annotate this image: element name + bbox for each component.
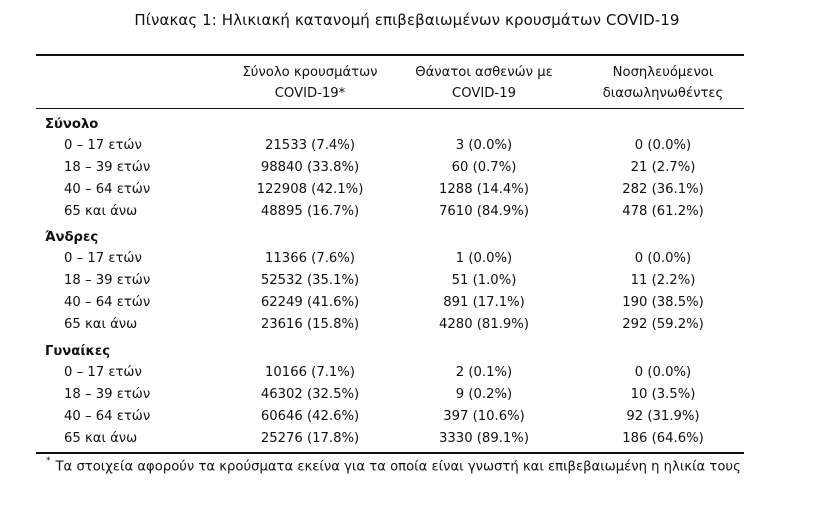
- cell-deaths: 1288 (14.4%): [439, 182, 529, 197]
- footnote: * Τα στοιχεία αφορούν τα κρούσματα εκείνα…: [46, 456, 741, 475]
- cell-intubated: 478 (61.2%): [622, 204, 704, 219]
- cell-intubated: 292 (59.2%): [622, 317, 704, 332]
- cell-intubated: 92 (31.9%): [626, 409, 700, 424]
- header-deaths-line1: Θάνατοι ασθενών με: [415, 65, 553, 80]
- cell-intubated: 10 (3.5%): [630, 387, 696, 402]
- row-label: 18 – 39 ετών: [64, 160, 151, 175]
- cell-deaths: 4280 (81.9%): [439, 317, 529, 332]
- row-label: 40 – 64 ετών: [64, 295, 151, 310]
- cell-cases: 46302 (32.5%): [260, 387, 360, 402]
- table-row: 18 – 39 ετών 52532 (35.1%) 51 (1.0%) 11 …: [0, 273, 814, 295]
- cell-cases: 60646 (42.6%): [260, 409, 360, 424]
- cell-deaths: 1 (0.0%): [455, 251, 513, 266]
- row-label: 18 – 39 ετών: [64, 273, 151, 288]
- cell-deaths: 3330 (89.1%): [439, 431, 529, 446]
- row-label: 40 – 64 ετών: [64, 182, 151, 197]
- table-header-rule: [36, 108, 744, 109]
- row-label: 18 – 39 ετών: [64, 387, 151, 402]
- row-label: 0 – 17 ετών: [64, 365, 142, 380]
- group-title-men: Άνδρες: [45, 230, 99, 245]
- cell-deaths: 51 (1.0%): [451, 273, 517, 288]
- cell-intubated: 0 (0.0%): [634, 138, 692, 153]
- cell-cases: 52532 (35.1%): [260, 273, 360, 288]
- header-total-cases: Σύνολο κρουσμάτων COVID-19*: [222, 62, 398, 104]
- cell-deaths: 2 (0.1%): [455, 365, 513, 380]
- cell-deaths: 891 (17.1%): [443, 295, 525, 310]
- cell-cases: 11366 (7.6%): [265, 251, 355, 266]
- table-bottom-rule: [36, 452, 744, 454]
- cell-intubated: 11 (2.2%): [630, 273, 696, 288]
- row-label: 65 και άνω: [64, 317, 138, 332]
- row-label: 65 και άνω: [64, 204, 138, 219]
- table-row: 0 – 17 ετών 21533 (7.4%) 3 (0.0%) 0 (0.0…: [0, 138, 814, 160]
- cell-deaths: 60 (0.7%): [451, 160, 517, 175]
- table-row: 65 και άνω 48895 (16.7%) 7610 (84.9%) 47…: [0, 204, 814, 226]
- table-row: 18 – 39 ετών 46302 (32.5%) 9 (0.2%) 10 (…: [0, 387, 814, 409]
- header-intubated-line2: διασωληνωθέντες: [602, 86, 724, 101]
- header-total-cases-line1: Σύνολο κρουσμάτων: [242, 65, 378, 80]
- table-top-rule: [36, 54, 744, 56]
- table-row: 0 – 17 ετών 10166 (7.1%) 2 (0.1%) 0 (0.0…: [0, 365, 814, 387]
- table-row: 18 – 39 ετών 98840 (33.8%) 60 (0.7%) 21 …: [0, 160, 814, 182]
- cell-cases: 21533 (7.4%): [265, 138, 355, 153]
- table-row: 40 – 64 ετών 62249 (41.6%) 891 (17.1%) 1…: [0, 295, 814, 317]
- table-row: 65 και άνω 25276 (17.8%) 3330 (89.1%) 18…: [0, 431, 814, 453]
- cell-deaths: 9 (0.2%): [455, 387, 513, 402]
- cell-cases: 98840 (33.8%): [260, 160, 360, 175]
- table-row: 65 και άνω 23616 (15.8%) 4280 (81.9%) 29…: [0, 317, 814, 339]
- cell-cases: 48895 (16.7%): [260, 204, 360, 219]
- header-deaths-line2: COVID-19: [452, 86, 516, 101]
- table-row: 40 – 64 ετών 122908 (42.1%) 1288 (14.4%)…: [0, 182, 814, 204]
- footnote-text: Τα στοιχεία αφορούν τα κρούσματα εκείνα …: [55, 459, 741, 475]
- cell-deaths: 7610 (84.9%): [439, 204, 529, 219]
- row-label: 0 – 17 ετών: [64, 251, 142, 266]
- group-title-women: Γυναίκες: [45, 344, 111, 359]
- cell-intubated: 0 (0.0%): [634, 251, 692, 266]
- header-total-cases-line2: COVID-19*: [274, 86, 346, 101]
- table-row: 0 – 17 ετών 11366 (7.6%) 1 (0.0%) 0 (0.0…: [0, 251, 814, 273]
- row-label: 0 – 17 ετών: [64, 138, 142, 153]
- cell-cases: 25276 (17.8%): [260, 431, 360, 446]
- cell-deaths: 397 (10.6%): [443, 409, 525, 424]
- cell-cases: 62249 (41.6%): [260, 295, 360, 310]
- group-title-total: Σύνολο: [45, 117, 99, 132]
- cell-deaths: 3 (0.0%): [455, 138, 513, 153]
- table-row: 40 – 64 ετών 60646 (42.6%) 397 (10.6%) 9…: [0, 409, 814, 431]
- cell-intubated: 0 (0.0%): [634, 365, 692, 380]
- header-intubated-line1: Νοσηλευόμενοι: [612, 65, 714, 80]
- cell-intubated: 282 (36.1%): [622, 182, 704, 197]
- cell-cases: 10166 (7.1%): [265, 365, 355, 380]
- row-label: 65 και άνω: [64, 431, 138, 446]
- cell-intubated: 190 (38.5%): [622, 295, 704, 310]
- header-intubated: Νοσηλευόμενοι διασωληνωθέντες: [578, 62, 748, 104]
- header-deaths: Θάνατοι ασθενών με COVID-19: [398, 62, 570, 104]
- cell-intubated: 21 (2.7%): [630, 160, 696, 175]
- row-label: 40 – 64 ετών: [64, 409, 151, 424]
- cell-cases: 23616 (15.8%): [260, 317, 360, 332]
- table-caption: Πίνακας 1: Ηλικιακή κατανομή επιβεβαιωμέ…: [134, 11, 680, 29]
- cell-intubated: 186 (64.6%): [622, 431, 704, 446]
- footnote-mark: *: [46, 456, 51, 466]
- cell-cases: 122908 (42.1%): [256, 182, 364, 197]
